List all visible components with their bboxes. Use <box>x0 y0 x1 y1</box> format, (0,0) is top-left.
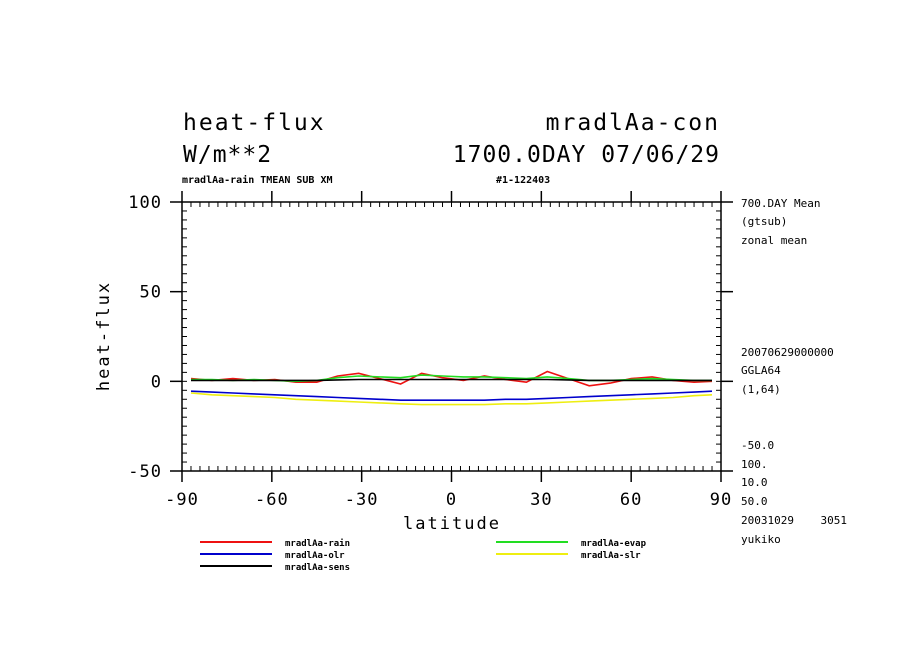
side-note-author: yukiko <box>741 533 781 546</box>
side-note-max: 100. <box>741 458 768 471</box>
plot-frame <box>181 201 722 472</box>
subtitle-left: mradlAa-rain TMEAN SUB XM <box>182 174 333 186</box>
side-note-grid: GGLA64 <box>741 364 781 377</box>
x-tick-label: 30 <box>530 490 552 510</box>
side-note-date: 20070629000000 <box>741 346 834 359</box>
legend-label-olr: mradlAa-olr <box>285 551 345 561</box>
series-line-slr <box>190 392 713 406</box>
legend: mradlAa-rain mradlAa-evap mradlAa-olr mradl… <box>200 538 647 573</box>
side-note-version: 20031029 3051 <box>741 514 847 527</box>
side-note-min: -50.0 <box>741 439 774 452</box>
side-note-mean: 700.DAY Mean <box>741 197 820 210</box>
side-notes-top: 700.DAY Mean (gtsub) zonal mean <box>741 197 820 247</box>
side-note-zonal: zonal mean <box>741 234 807 247</box>
legend-label-slr: mradlAa-slr <box>581 551 641 561</box>
side-notes-bottom: -50.0 100. 10.0 50.0 20031029 3051 yukik… <box>741 439 847 546</box>
legend-label-sens: mradlAa-sens <box>285 563 350 573</box>
title-right-2: 1700.0DAY 07/06/29 <box>453 142 720 168</box>
y-tick-label: -50 <box>128 462 162 482</box>
legend-label-rain: mradlAa-rain <box>285 538 350 549</box>
series-lines <box>190 370 713 406</box>
side-note-ref: 50.0 <box>741 495 768 508</box>
side-note-gtsub: (gtsub) <box>741 215 787 228</box>
x-tick-label: 0 <box>446 490 457 510</box>
x-tick-label: -60 <box>255 490 289 510</box>
minor-ticks <box>181 201 722 472</box>
plot-border <box>181 201 722 472</box>
x-tick-label: -30 <box>345 490 379 510</box>
subtitle-right: #1-122403 <box>496 175 550 186</box>
x-tick-label: -90 <box>165 490 199 510</box>
major-ticks <box>170 191 733 482</box>
y-axis-title: heat-flux <box>94 281 114 391</box>
title-left-1: heat-flux <box>183 110 326 136</box>
x-tick-labels: -90 -60 -30 0 30 60 90 <box>165 490 732 510</box>
title-right-1: mradlAa-con <box>546 110 720 136</box>
x-axis-title: latitude <box>403 514 501 534</box>
side-note-interval: 10.0 <box>741 476 768 489</box>
y-tick-label: 0 <box>151 372 162 392</box>
y-tick-labels: -50 0 50 100 <box>128 193 162 482</box>
x-tick-label: 60 <box>620 490 642 510</box>
side-note-index: (1,64) <box>741 383 781 396</box>
y-tick-label: 50 <box>140 283 162 303</box>
y-tick-label: 100 <box>128 193 162 213</box>
series-line-sens <box>191 378 712 382</box>
side-notes-middle: 20070629000000 GGLA64 (1,64) <box>741 346 834 396</box>
x-tick-label: 90 <box>710 490 732 510</box>
legend-label-evap: mradlAa-evap <box>581 539 647 549</box>
series-line-olr <box>190 390 713 402</box>
title-left-2: W/m**2 <box>183 142 272 168</box>
